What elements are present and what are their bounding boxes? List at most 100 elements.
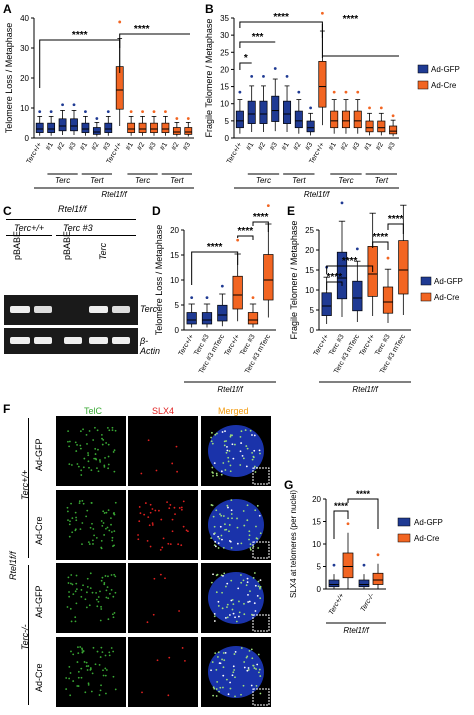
box <box>35 122 44 133</box>
y-tick-label: 5 <box>175 301 180 310</box>
sig-bracket <box>252 221 269 232</box>
gel-terc <box>4 295 138 325</box>
outlier-point <box>285 74 289 78</box>
box <box>81 122 90 133</box>
outlier-point <box>376 553 380 557</box>
micrograph <box>128 490 198 560</box>
band-label: β-Actin <box>140 336 161 356</box>
x-tick-label: #1 <box>245 141 255 151</box>
sig-label: **** <box>334 501 349 511</box>
panel-c-label: C <box>3 204 12 218</box>
sig-label: **** <box>238 226 254 237</box>
panel-c: Rtel1f/f Terc+/+ Terc #3 pBABE pBABE Ter… <box>0 200 160 395</box>
sig-label: *** <box>252 32 264 43</box>
divider <box>28 565 29 705</box>
box <box>104 122 113 133</box>
col-label-1: Terc+/+ <box>14 223 45 233</box>
micrograph <box>56 490 126 560</box>
box <box>138 122 147 133</box>
divider <box>6 219 136 220</box>
outlier-point <box>190 296 194 299</box>
box <box>306 120 315 133</box>
box <box>186 312 197 325</box>
outlier-point <box>118 20 122 24</box>
box <box>247 312 259 325</box>
box <box>377 120 386 133</box>
box <box>263 254 274 301</box>
x-tick-label: #3 <box>182 141 192 151</box>
legend-label: Ad-GFP <box>414 518 443 527</box>
y-tick-label: 25 <box>305 226 314 235</box>
outlier-point <box>386 256 390 260</box>
x-tick-label: #2 <box>56 141 66 151</box>
outlier-point <box>262 74 265 78</box>
sig-bracket <box>39 39 121 88</box>
lane-label: pBABE <box>12 230 22 260</box>
y-tick-label: 0 <box>225 134 230 143</box>
sig-bracket <box>239 62 252 70</box>
outlier-point <box>205 296 209 299</box>
micrograph <box>128 637 198 707</box>
panel-e-label: E <box>287 204 296 218</box>
y-tick-label: 30 <box>20 44 29 53</box>
sig-label: **** <box>273 12 289 23</box>
panel-b-chart: 0 5 10 15 20 25 30 35 Fragile Telomere / Metapha… <box>204 11 460 199</box>
box <box>58 118 67 132</box>
x-tick-label: #3 <box>148 141 158 151</box>
micrograph <box>201 490 271 560</box>
outlier-point <box>186 117 190 120</box>
y-tick-label: 20 <box>20 74 29 83</box>
micrograph <box>56 563 126 633</box>
x-tick-label: Terc+/+ <box>226 142 244 166</box>
legend-label: Ad-Cre <box>434 293 460 302</box>
box <box>235 110 244 129</box>
box <box>217 304 228 322</box>
x-tick-label: #3 <box>68 141 78 151</box>
box <box>201 312 213 325</box>
box <box>353 110 362 129</box>
sig-label: **** <box>327 272 343 283</box>
y-tick-label: 0 <box>25 134 30 143</box>
outlier-point <box>220 284 224 288</box>
x-tick-label: #2 <box>293 141 303 151</box>
box <box>283 100 292 124</box>
box <box>336 251 348 300</box>
genotype-label: Rtel1f/f <box>101 190 127 199</box>
box <box>398 240 409 295</box>
sig-bracket <box>237 235 254 240</box>
sig-bracket <box>191 251 239 285</box>
legend-swatch <box>420 276 432 286</box>
sig-label: **** <box>373 232 389 243</box>
sig-label: **** <box>343 14 359 25</box>
box <box>358 579 370 588</box>
y-axis-label: Telomere Loss / Metaphase <box>4 23 14 134</box>
genotype-label: Rtel1f/f <box>352 385 378 394</box>
box <box>365 120 374 133</box>
x-tick-label: #1 <box>45 141 55 151</box>
group-label: Tert <box>375 176 389 185</box>
box <box>92 127 101 135</box>
box <box>70 118 78 132</box>
box <box>389 125 398 135</box>
box <box>47 122 56 133</box>
outlier-point <box>106 110 110 114</box>
x-tick-label: #2 <box>375 141 385 151</box>
box <box>294 110 303 129</box>
x-tick-label: Terc+/+ <box>328 593 346 617</box>
y-tick-label: 10 <box>312 540 321 549</box>
box <box>232 275 243 310</box>
y-tick-label: 5 <box>225 117 230 126</box>
outlier-point <box>141 110 144 114</box>
outlier-point <box>379 106 383 110</box>
sig-bracket <box>239 41 276 48</box>
legend-label: Ad-GFP <box>434 277 463 286</box>
y-tick-label: 15 <box>170 251 179 260</box>
row-label: Ad-Cre <box>34 516 44 545</box>
y-axis-label: Fragile Telomere / Metaphase <box>204 19 214 138</box>
outlier-point <box>391 114 395 118</box>
micrograph <box>56 416 126 486</box>
sig-label: **** <box>207 242 223 253</box>
x-tick-label: Terc-/- <box>360 592 376 613</box>
outlier-point <box>368 106 371 110</box>
